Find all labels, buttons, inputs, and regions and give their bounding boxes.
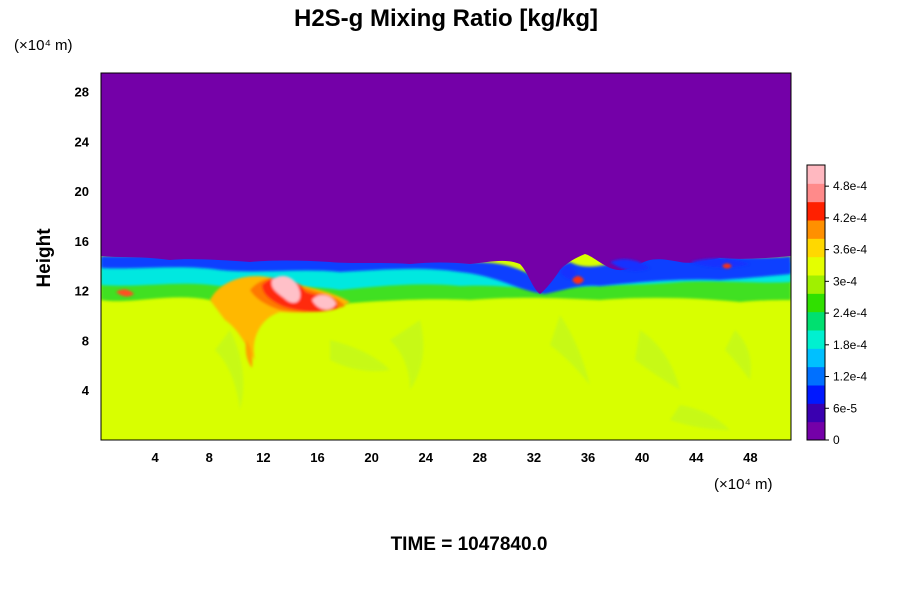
colorbar-swatch (807, 183, 825, 203)
heatmap-hot-plume (116, 263, 732, 368)
x-tick-label: 36 (581, 450, 595, 465)
colorbar-tick-label: 2.4e-4 (833, 306, 867, 320)
colorbar-swatch (807, 238, 825, 258)
x-tick-label: 20 (364, 450, 378, 465)
y-tick-label: 16 (75, 234, 89, 249)
colorbar-swatch (807, 348, 825, 368)
x-tick-label: 12 (256, 450, 270, 465)
colorbar-frame (806, 164, 826, 441)
colorbar-tick-label: 3.6e-4 (833, 243, 867, 257)
colorbar-swatch (807, 165, 825, 184)
colorbar-swatch (807, 275, 825, 294)
heatmap-upper-region (101, 73, 791, 294)
colorbar-swatch (807, 366, 825, 386)
x-unit-label: (×10⁴ m) (714, 476, 773, 493)
x-axis-ticks: 4 8 12 16 20 24 28 32 36 40 44 48 (152, 450, 758, 465)
colorbar-tick-label: 1.8e-4 (833, 338, 867, 352)
colorbar-swatch (807, 330, 825, 349)
y-tick-label: 28 (75, 85, 89, 100)
colorbar-swatch (807, 256, 825, 276)
x-tick-label: 4 (152, 450, 160, 465)
time-label: TIME = 1047840.0 (391, 534, 548, 555)
colorbar-swatch (807, 293, 825, 313)
y-tick-label: 8 (82, 333, 89, 348)
y-tick-label: 24 (75, 134, 90, 149)
colorbar: 4.8e-4 4.2e-4 3.6e-4 3e-4 2.4e-4 1.8e-4 1.2e-4… (806, 164, 867, 447)
chart-title: H2S-g Mixing Ratio [kg/kg] (294, 5, 598, 32)
heatmap-filaments (560, 258, 750, 279)
x-tick-label: 16 (310, 450, 324, 465)
x-tick-label: 48 (743, 450, 757, 465)
y-tick-label: 12 (75, 284, 89, 299)
y-axis-label: Height (34, 228, 55, 288)
y-axis-ticks: 4 8 12 16 20 24 28 (75, 85, 90, 399)
x-tick-label: 24 (418, 450, 433, 465)
x-tick-label: 44 (689, 450, 704, 465)
colorbar-tick-label: 4.8e-4 (833, 179, 867, 193)
colorbar-swatch (807, 385, 825, 404)
colorbar-tick-label: 4.2e-4 (833, 211, 867, 225)
x-tick-label: 8 (206, 450, 213, 465)
heatmap-lower-texture (215, 315, 751, 430)
y-unit-label: (×10⁴ m) (14, 37, 73, 54)
heatmap-area (101, 73, 791, 440)
colorbar-swatch (807, 403, 825, 423)
colorbar-tick-label: 3e-4 (833, 274, 857, 288)
y-tick-label: 20 (75, 184, 89, 199)
y-tick-label: 4 (82, 383, 90, 398)
colorbar-tick-label: 6e-5 (833, 401, 857, 415)
colorbar-swatch (807, 421, 825, 441)
x-tick-label: 32 (527, 450, 541, 465)
colorbar-swatch (807, 201, 825, 221)
colorbar-tick-label: 1.2e-4 (833, 370, 867, 384)
x-tick-label: 40 (635, 450, 649, 465)
colorbar-swatch (807, 311, 825, 331)
colorbar-tick-label: 0 (833, 433, 840, 447)
x-tick-label: 28 (473, 450, 487, 465)
plot-frame (100, 72, 792, 441)
colorbar-swatch (807, 220, 825, 239)
